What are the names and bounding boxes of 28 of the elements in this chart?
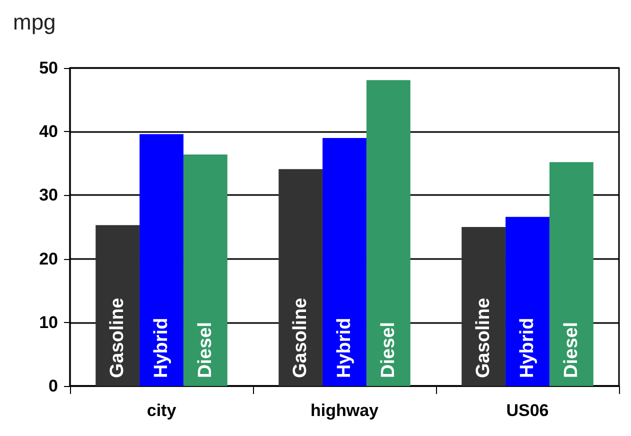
text: Hybrid: [334, 318, 355, 378]
y-tick-label: 50: [39, 58, 58, 78]
y-tick-label: 40: [39, 122, 58, 142]
text: Diesel: [378, 322, 399, 378]
bar: [462, 227, 506, 386]
y-tick-label: 20: [39, 249, 58, 268]
text: Diesel: [560, 322, 582, 378]
y-tick-label: 10: [39, 312, 58, 332]
x-tick-label: highway: [310, 401, 380, 420]
series-label: Hybrid: [151, 318, 172, 378]
text: Hybrid: [517, 318, 538, 378]
bar: [140, 134, 184, 386]
y-axis-title: mpg: [13, 10, 56, 34]
bar: [506, 216, 550, 386]
y-tick-label: 30: [39, 186, 58, 205]
bar: [322, 138, 366, 386]
bar: [366, 80, 410, 386]
series-label: Diesel: [194, 322, 216, 378]
text: Gasoline: [290, 298, 312, 378]
bar: [549, 162, 594, 386]
series-label: Gasoline: [107, 298, 128, 378]
y-tick-label: 0: [48, 376, 58, 396]
bar: [278, 169, 323, 386]
bar: [96, 225, 140, 386]
x-tick-label: US06: [506, 401, 549, 420]
x-tick-label: city: [146, 401, 177, 420]
bar: [183, 154, 228, 386]
text: Gasoline: [473, 298, 494, 378]
